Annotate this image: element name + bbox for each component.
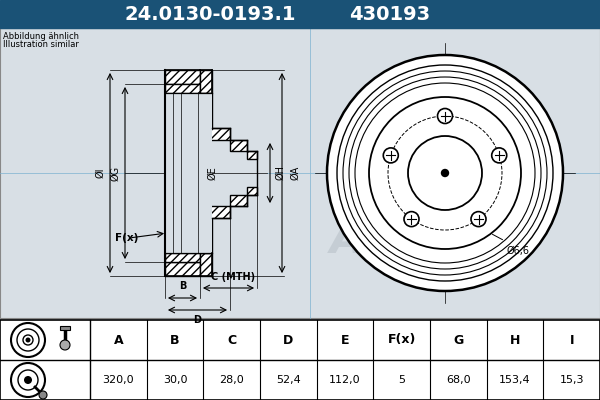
- Text: 68,0: 68,0: [446, 375, 470, 385]
- Text: ØG: ØG: [110, 166, 120, 180]
- Text: 153,4: 153,4: [499, 375, 531, 385]
- Text: Ate: Ate: [330, 218, 413, 262]
- Polygon shape: [165, 262, 200, 276]
- Text: ØI: ØI: [95, 168, 105, 178]
- Bar: [0, 320, 90, 400]
- Polygon shape: [200, 93, 230, 140]
- Text: E: E: [341, 334, 349, 346]
- Text: F(x): F(x): [115, 233, 139, 243]
- Polygon shape: [230, 195, 247, 206]
- Circle shape: [327, 55, 563, 291]
- Polygon shape: [247, 187, 257, 195]
- Bar: [0, 320, 600, 400]
- Bar: [165, 93, 212, 253]
- Circle shape: [471, 212, 486, 227]
- Text: 28,0: 28,0: [219, 375, 244, 385]
- Bar: [0, 0, 600, 28]
- Polygon shape: [165, 84, 200, 93]
- Polygon shape: [230, 140, 247, 151]
- Text: H: H: [510, 334, 520, 346]
- Text: B: B: [179, 281, 186, 291]
- Polygon shape: [200, 206, 230, 253]
- Bar: [0, 28, 600, 318]
- Text: 430193: 430193: [349, 4, 431, 24]
- Text: 15,3: 15,3: [559, 375, 584, 385]
- Text: 5: 5: [398, 375, 405, 385]
- Circle shape: [24, 376, 32, 384]
- Text: 112,0: 112,0: [329, 375, 361, 385]
- Text: ØH: ØH: [275, 166, 285, 180]
- Text: Ø6,6: Ø6,6: [507, 246, 530, 256]
- Text: ØE: ØE: [207, 166, 217, 180]
- Text: C: C: [227, 334, 236, 346]
- Circle shape: [442, 170, 449, 176]
- Text: I: I: [569, 334, 574, 346]
- Circle shape: [404, 212, 419, 227]
- Circle shape: [25, 338, 31, 342]
- Text: 320,0: 320,0: [103, 375, 134, 385]
- Text: G: G: [453, 334, 463, 346]
- Circle shape: [437, 108, 452, 124]
- Text: B: B: [170, 334, 180, 346]
- Polygon shape: [165, 70, 200, 84]
- Text: ØA: ØA: [290, 166, 300, 180]
- Text: 30,0: 30,0: [163, 375, 187, 385]
- Text: D: D: [283, 334, 293, 346]
- Polygon shape: [200, 253, 212, 276]
- Bar: [60, 326, 70, 330]
- Circle shape: [39, 391, 47, 399]
- Circle shape: [383, 148, 398, 163]
- Polygon shape: [200, 70, 212, 93]
- Polygon shape: [247, 151, 257, 159]
- Bar: [160, 65, 267, 281]
- Text: Abbildung ähnlich: Abbildung ähnlich: [3, 32, 79, 41]
- Text: 24.0130-0193.1: 24.0130-0193.1: [124, 4, 296, 24]
- Circle shape: [60, 340, 70, 350]
- Circle shape: [492, 148, 507, 163]
- Text: C (MTH): C (MTH): [211, 272, 256, 282]
- Text: A: A: [113, 334, 123, 346]
- Text: D: D: [193, 315, 202, 325]
- Text: F(x): F(x): [388, 334, 416, 346]
- Text: 52,4: 52,4: [276, 375, 301, 385]
- Polygon shape: [165, 253, 200, 262]
- Text: Illustration similar: Illustration similar: [3, 40, 79, 49]
